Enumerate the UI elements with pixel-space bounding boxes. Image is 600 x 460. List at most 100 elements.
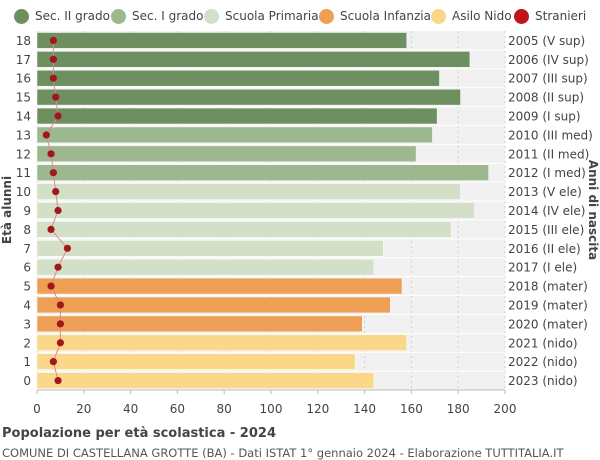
y-tick-label-year: 2019 (mater)	[508, 298, 588, 312]
legend-label: Sec. I grado	[132, 9, 204, 23]
stranieri-point	[47, 282, 55, 290]
bar	[36, 202, 475, 219]
y-tick-label-age: 0	[23, 374, 31, 388]
y-tick-label-year: 2020 (mater)	[508, 317, 588, 331]
y-axis-title-left: Età alunni	[0, 176, 14, 244]
bar	[36, 164, 489, 181]
x-tick-label: 120	[306, 402, 329, 416]
x-tick-label: 140	[353, 402, 376, 416]
stranieri-point	[54, 206, 62, 215]
legend-dot-sec-ii-grado-icon	[14, 8, 29, 24]
y-tick-label-age: 10	[16, 185, 31, 199]
stranieri-point	[54, 263, 62, 271]
y-tick-label-year: 2021 (nido)	[508, 336, 578, 350]
x-tick-label: 160	[400, 402, 423, 416]
stranieri-point	[56, 301, 64, 309]
stranieri-point	[42, 131, 50, 139]
chart-area: 18 2005 (V sup) 1 7 2006 (IV sup) 16 2007 (III…	[0, 31, 600, 416]
x-tick-label: 200	[494, 402, 517, 416]
x-tick-label: 60	[170, 402, 185, 416]
stranieri-point	[54, 112, 62, 120]
legend-dot-scuola-infanzia-icon	[319, 8, 334, 24]
y-tick-label-age: 8	[23, 223, 31, 237]
x-tick-label: 0	[33, 402, 41, 416]
y-tick-label-year: 2014 (IV ele)	[508, 204, 585, 218]
y-tick-label-age: 3	[23, 317, 31, 331]
bar	[36, 315, 363, 333]
legend-item-scuola-infanzia: Scuola Infanzia	[319, 7, 431, 25]
y-tick-label-age: 16	[16, 72, 31, 86]
stranieri-point	[47, 150, 55, 158]
legend-label: Scuola Primaria	[225, 9, 319, 23]
y-tick-label-age: 1	[23, 355, 31, 369]
legend-item-sec-ii-grado: Sec. II grado	[14, 7, 110, 25]
y-tick-label-year: 2009 (I sup)	[508, 110, 581, 124]
bar	[36, 126, 433, 144]
legend-item-stranieri: Stranieri	[514, 7, 586, 25]
bar	[36, 88, 461, 106]
stranieri-point	[54, 376, 62, 385]
y-tick-label-year: 2006 (IV sup)	[508, 53, 589, 67]
legend-item-asilo-nido: Asilo Nido	[431, 7, 512, 25]
stranieri-point	[63, 244, 72, 252]
stranieri-point	[49, 55, 57, 63]
y-tick-label-year: 2008 (II sup)	[508, 91, 584, 105]
legend-label: Sec. II grado	[35, 9, 110, 23]
legend-dot-scuola-primaria-icon	[204, 8, 219, 24]
y-tick-label-year: 2007 (III sup)	[508, 72, 588, 86]
legend-dot-sec-i-grado-icon	[111, 8, 126, 24]
legend-item-sec-i-grado: Sec. I grado	[111, 7, 203, 25]
bar	[36, 183, 461, 200]
x-tick-label: 40	[123, 402, 138, 416]
bar	[36, 32, 407, 49]
legend-label: Stranieri	[535, 9, 587, 23]
bar	[36, 70, 440, 87]
x-tick-label: 180	[447, 402, 470, 416]
y-tick-label-age: 18	[16, 34, 31, 48]
stranieri-point	[52, 188, 60, 196]
stranieri-point	[56, 320, 64, 328]
y-tick-label-age: 15	[16, 91, 31, 105]
x-tick-label: 20	[76, 402, 91, 416]
stranieri-point	[56, 339, 64, 347]
y-tick-label-age: 5	[23, 280, 31, 294]
y-tick-label-year: 2011 (II med)	[508, 147, 589, 161]
y-tick-label-age: 7	[23, 242, 31, 256]
stranieri-point	[47, 225, 55, 233]
y-tick-label-age: 2	[23, 336, 31, 350]
legend-label: Scuola Infanzia	[340, 9, 431, 23]
bar	[36, 51, 471, 68]
y-tick-label-age: 4	[23, 298, 31, 312]
y-tick-label-year: 2018 (mater)	[508, 280, 588, 294]
bar	[36, 145, 417, 163]
stranieri-point	[49, 74, 57, 82]
legend-dot-asilo-nido-icon	[431, 8, 446, 24]
bar	[36, 258, 375, 276]
stranieri-point	[49, 169, 57, 177]
y-tick-label-year: 2010 (III med)	[508, 128, 593, 142]
bar	[36, 221, 452, 238]
chart-subtitle: COMUNE DI CASTELLANA GROTTE (BA) - Dati …	[2, 446, 564, 460]
y-tick-label-year: 2013 (V ele)	[508, 185, 582, 199]
y-tick-label-age: 9	[23, 204, 31, 218]
bar	[36, 107, 438, 125]
y-tick-label-year: 2016 (II ele)	[508, 242, 581, 256]
bar	[36, 277, 403, 295]
y-tick-label-year: 2017 (I ele)	[508, 261, 577, 275]
y-tick-label-age: 14	[16, 110, 31, 124]
y-tick-label-age: 11	[16, 166, 31, 180]
y-tick-label-age: 12	[16, 147, 31, 161]
chart-title: Popolazione per età scolastica - 2024	[2, 426, 276, 441]
y-tick-label-year: 2022 (nido)	[508, 355, 578, 369]
stranieri-point	[49, 358, 57, 366]
bar	[36, 296, 391, 314]
bar	[36, 240, 384, 257]
bar	[36, 353, 356, 370]
bar	[36, 372, 375, 389]
y-tick-label-age: 6	[23, 261, 31, 275]
y-axis-title-right: Anni di nascita	[586, 160, 600, 260]
stranieri-point	[52, 93, 60, 101]
y-tick-label-year: 2012 (I med)	[508, 166, 586, 180]
y-tick-label-year: 2005 (V sup)	[508, 34, 585, 48]
bar	[36, 334, 407, 351]
